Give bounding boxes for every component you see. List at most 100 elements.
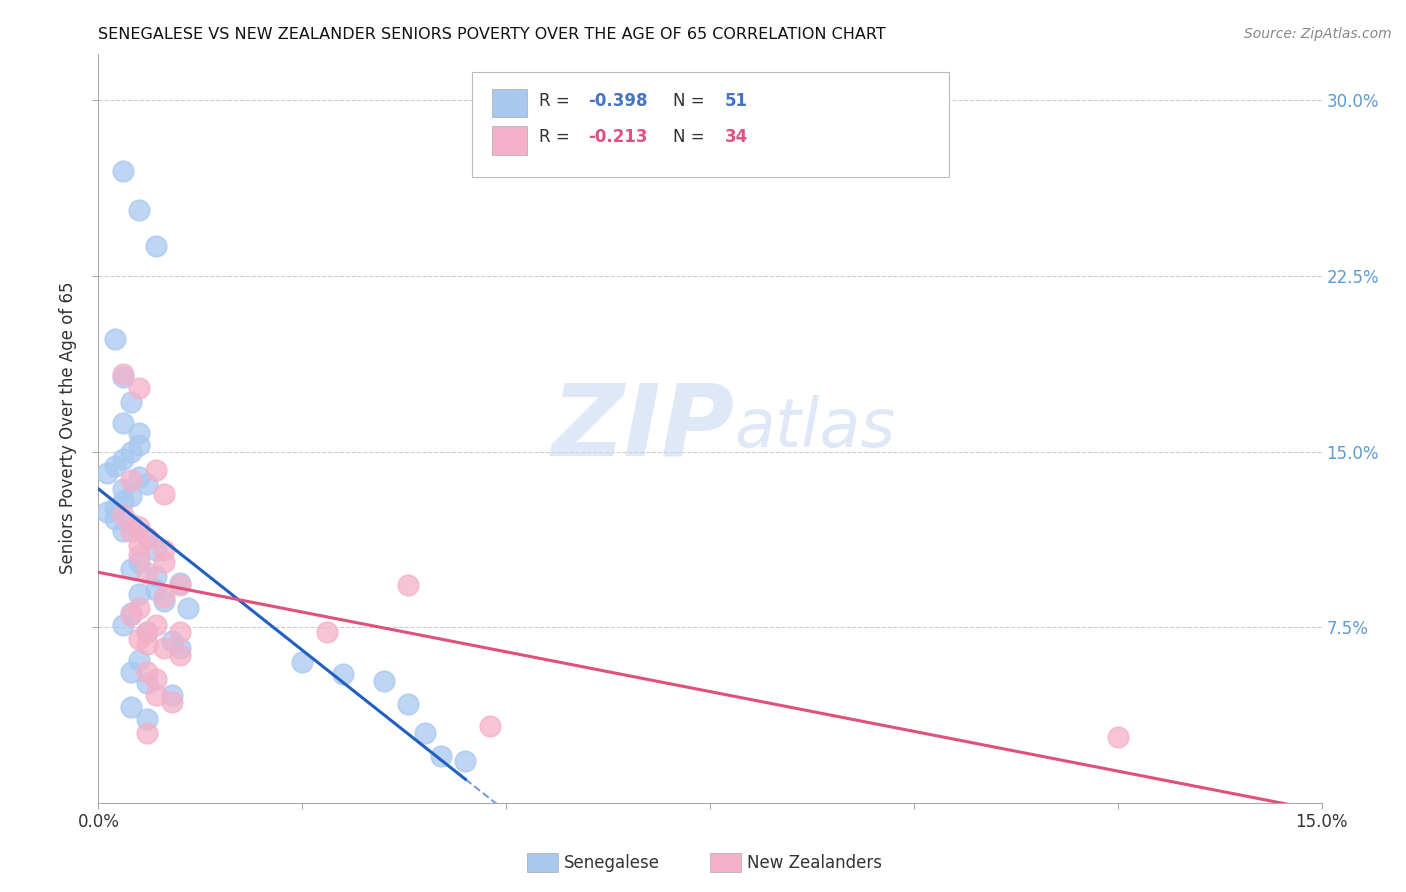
Point [169, 578, 191, 592]
Point [128, 632, 150, 646]
Text: -0.213: -0.213 [588, 128, 647, 146]
Text: SENEGALESE VS NEW ZEALANDER SENIORS POVERTY OVER THE AGE OF 65 CORRELATION CHART: SENEGALESE VS NEW ZEALANDER SENIORS POVE… [98, 27, 886, 42]
Point [120, 606, 142, 620]
Point [152, 487, 174, 501]
Point [160, 634, 183, 648]
Point [136, 624, 159, 639]
Point [96, 466, 118, 480]
Point [177, 601, 200, 615]
Point [120, 444, 142, 458]
Bar [492, 126, 527, 154]
Point [152, 590, 174, 604]
Point [104, 458, 127, 473]
Point [136, 665, 159, 679]
Point [128, 203, 150, 218]
Point [152, 542, 174, 557]
Point [128, 381, 150, 395]
Point [120, 473, 142, 487]
Text: 34: 34 [724, 128, 748, 146]
Point [136, 624, 159, 639]
Text: 51: 51 [724, 92, 748, 110]
Point [128, 538, 150, 552]
Point [96, 505, 118, 519]
Point [120, 524, 142, 539]
Point [152, 555, 174, 569]
Point [136, 566, 159, 581]
Point [104, 500, 127, 515]
Point [136, 531, 159, 545]
Point [111, 493, 134, 508]
Point [169, 648, 191, 663]
Text: Source: ZipAtlas.com: Source: ZipAtlas.com [1244, 27, 1392, 41]
Point [111, 417, 134, 431]
Point [1107, 730, 1129, 744]
Point [128, 555, 150, 569]
Point [291, 655, 314, 669]
Text: N =: N = [673, 128, 710, 146]
Point [136, 712, 159, 726]
Point [128, 470, 150, 484]
Point [160, 688, 183, 702]
Point [111, 451, 134, 466]
Point [413, 725, 436, 739]
Point [315, 624, 337, 639]
Point [145, 238, 167, 252]
Point [478, 718, 501, 732]
Point [104, 512, 127, 526]
Point [104, 332, 127, 346]
Text: N =: N = [673, 92, 710, 110]
Point [120, 562, 142, 576]
Point [120, 699, 142, 714]
Point [145, 688, 167, 702]
Text: R =: R = [538, 128, 575, 146]
FancyBboxPatch shape [471, 72, 949, 178]
Point [128, 601, 150, 615]
Point [145, 582, 167, 597]
Point [128, 587, 150, 601]
Point [332, 667, 354, 681]
Point [136, 531, 159, 545]
Point [111, 524, 134, 539]
Text: R =: R = [538, 92, 575, 110]
Text: Senegalese: Senegalese [564, 854, 659, 871]
Point [145, 568, 167, 582]
Point [111, 368, 134, 382]
Point [373, 674, 395, 689]
Point [136, 676, 159, 690]
Point [111, 163, 134, 178]
Point [120, 489, 142, 503]
Point [120, 395, 142, 409]
Y-axis label: Seniors Poverty Over the Age of 65: Seniors Poverty Over the Age of 65 [59, 282, 77, 574]
Point [152, 641, 174, 656]
Point [128, 437, 150, 451]
Point [120, 608, 142, 623]
Point [145, 618, 167, 632]
Point [396, 578, 419, 592]
Point [396, 698, 419, 712]
Point [120, 517, 142, 532]
Point [145, 463, 167, 477]
Text: ZIP: ZIP [551, 380, 734, 476]
Point [111, 482, 134, 496]
Point [111, 508, 134, 522]
Point [145, 672, 167, 686]
Point [111, 369, 134, 384]
Point [136, 725, 159, 739]
Point [136, 637, 159, 651]
Point [160, 695, 183, 709]
Point [145, 542, 167, 557]
Text: -0.398: -0.398 [588, 92, 647, 110]
Point [430, 749, 453, 764]
Point [128, 425, 150, 440]
Point [169, 624, 191, 639]
Text: atlas: atlas [734, 395, 896, 461]
Point [111, 618, 134, 632]
Point [128, 548, 150, 562]
Point [128, 653, 150, 667]
Bar [492, 88, 527, 117]
Point [152, 594, 174, 608]
Point [136, 477, 159, 491]
Point [169, 641, 191, 656]
Point [454, 754, 477, 768]
Text: New Zealanders: New Zealanders [747, 854, 882, 871]
